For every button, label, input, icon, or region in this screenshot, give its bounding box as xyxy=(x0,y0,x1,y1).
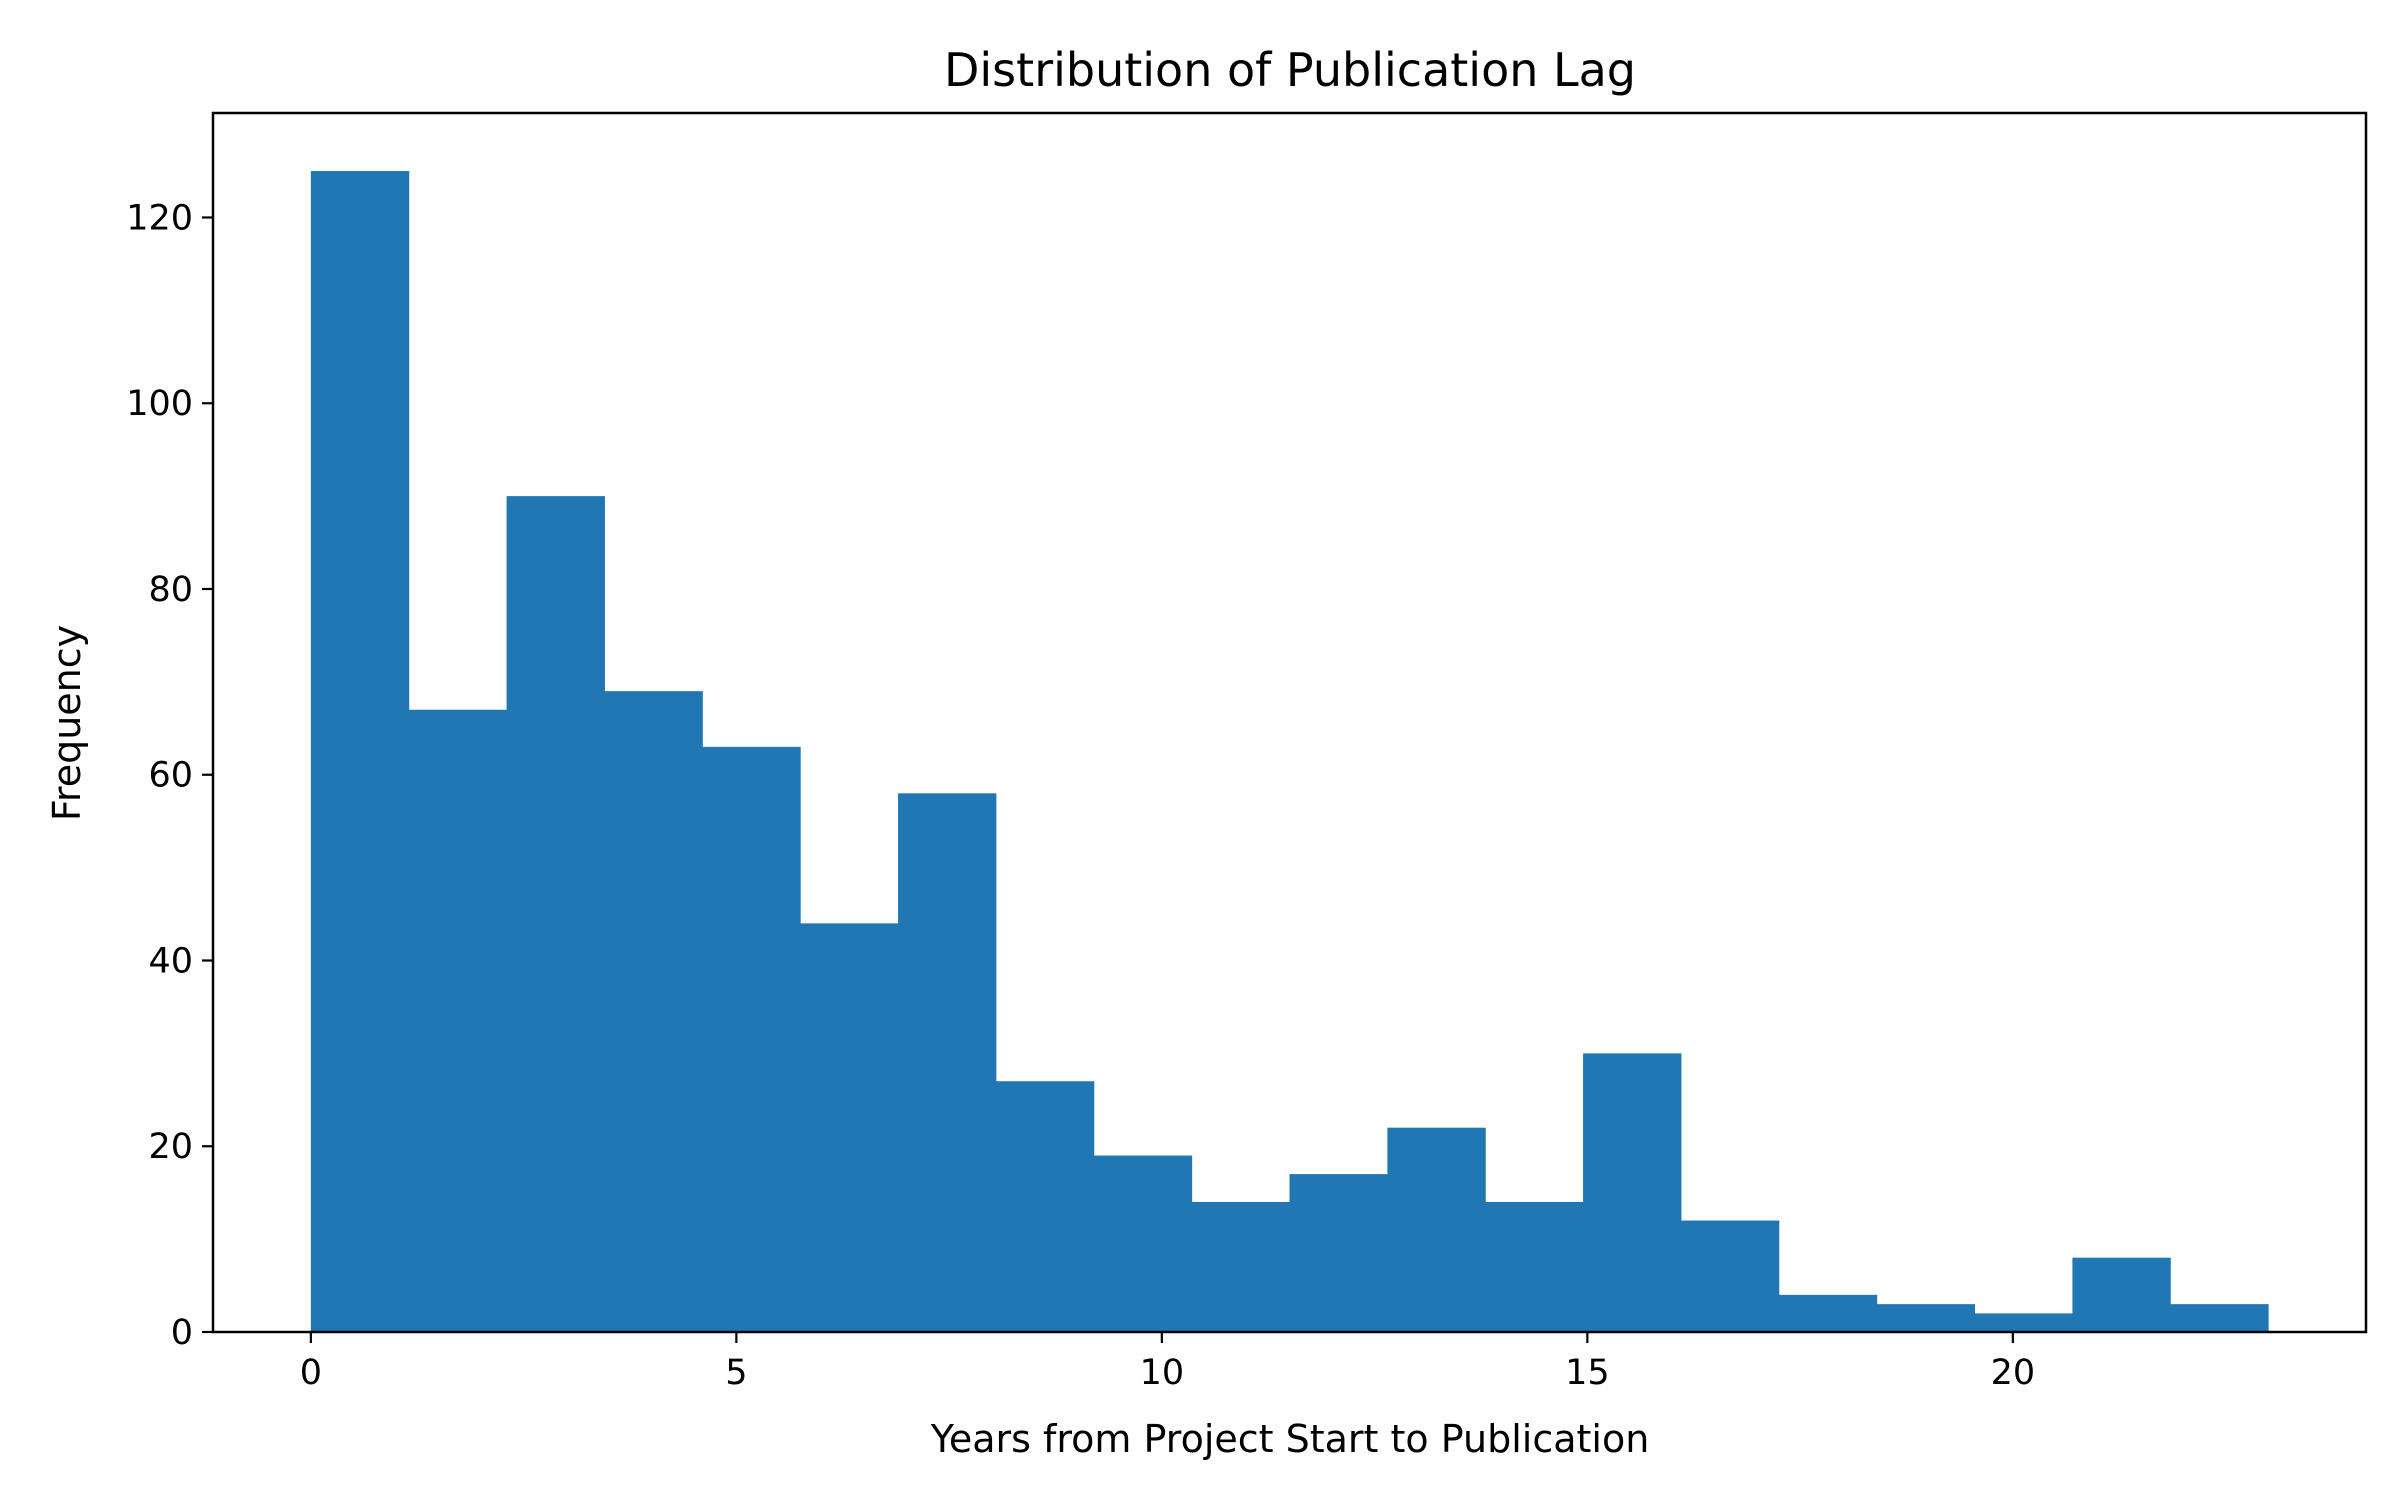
histogram-bar-2 xyxy=(506,496,605,1333)
x-axis-label: Years from Project Start to Publication xyxy=(930,1417,1650,1461)
x-tick-label-3: 15 xyxy=(1565,1353,1610,1393)
x-tick-label-0: 0 xyxy=(300,1353,322,1393)
histogram-bar-17 xyxy=(1974,1313,2073,1332)
histogram-bar-1 xyxy=(408,709,508,1332)
histogram-bar-18 xyxy=(2072,1257,2171,1332)
histogram-bar-6 xyxy=(898,793,997,1332)
histogram-bar-8 xyxy=(1093,1155,1193,1332)
histogram-bars xyxy=(310,171,2269,1333)
y-axis-ticks: 0 20 40 60 80 100 120 xyxy=(126,198,213,1353)
histogram-bar-11 xyxy=(1387,1127,1486,1332)
histogram-bar-15 xyxy=(1778,1294,1878,1332)
x-tick-label-4: 20 xyxy=(1991,1353,2036,1393)
y-tick-label-0: 0 xyxy=(171,1313,193,1353)
y-tick-label-6: 120 xyxy=(126,198,193,238)
histogram-bar-12 xyxy=(1485,1201,1584,1332)
histogram-bar-14 xyxy=(1680,1220,1780,1332)
histogram-bar-10 xyxy=(1289,1174,1388,1332)
histogram-bar-13 xyxy=(1583,1053,1682,1332)
y-tick-label-1: 20 xyxy=(148,1127,193,1167)
histogram-bar-19 xyxy=(2170,1304,2269,1332)
histogram-bar-3 xyxy=(604,691,703,1332)
x-tick-label-2: 10 xyxy=(1140,1353,1185,1393)
histogram-bar-9 xyxy=(1191,1201,1290,1332)
histogram-bar-4 xyxy=(702,746,801,1332)
plot-frame xyxy=(211,111,2368,1334)
y-tick-label-3: 60 xyxy=(148,756,193,796)
chart-title: Distribution of Publication Lag xyxy=(944,43,1636,97)
y-tick-label-4: 80 xyxy=(148,570,193,610)
y-axis-label: Frequency xyxy=(45,625,89,821)
x-axis-ticks: 0 5 10 15 20 xyxy=(300,1332,2035,1393)
histogram-bar-7 xyxy=(995,1081,1095,1332)
y-tick-label-2: 40 xyxy=(148,941,193,981)
y-tick-label-5: 100 xyxy=(126,384,193,424)
histogram-bar-16 xyxy=(1876,1304,1976,1332)
histogram-bar-0 xyxy=(310,171,410,1333)
histogram-bar-5 xyxy=(800,923,899,1332)
x-tick-label-1: 5 xyxy=(725,1353,747,1393)
